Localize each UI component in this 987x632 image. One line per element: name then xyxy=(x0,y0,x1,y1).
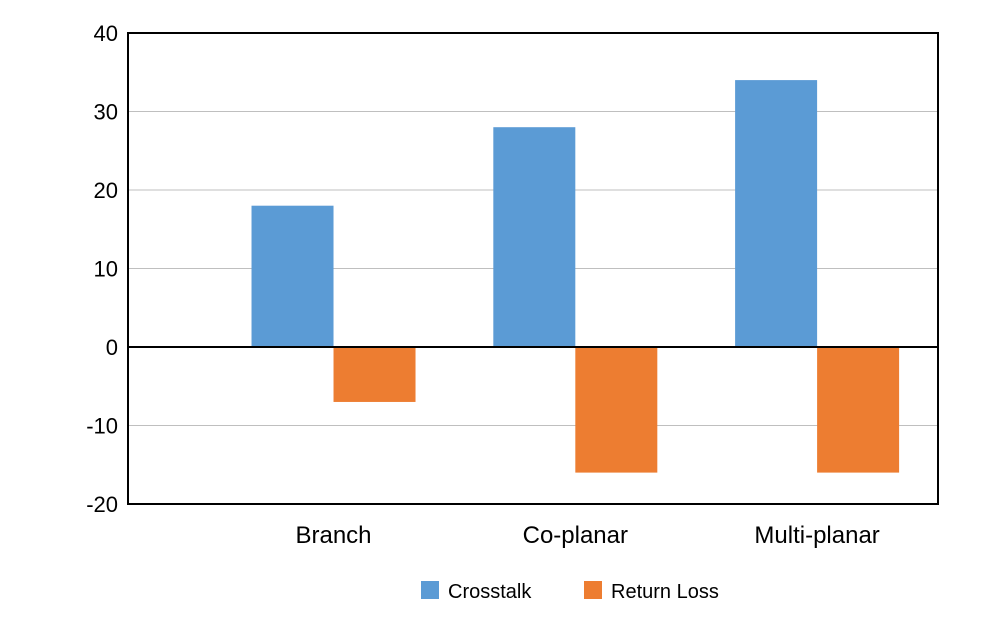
legend: Crosstalk Return Loss xyxy=(421,581,719,603)
x-category-label: Branch xyxy=(295,522,371,549)
legend-item-return-loss: Return Loss xyxy=(584,581,719,603)
bar-return-loss-branch xyxy=(333,347,416,402)
x-category-label: Co-planar xyxy=(523,522,628,549)
bar-return-loss-co-planar xyxy=(575,347,658,473)
y-tick-label: 30 xyxy=(94,100,118,125)
legend-item-crosstalk: Crosstalk xyxy=(421,581,532,603)
y-tick-label: -10 xyxy=(86,414,118,439)
x-category-label: Multi-planar xyxy=(754,522,879,549)
legend-label: Crosstalk xyxy=(448,581,532,603)
x-axis-category-labels: Branch Co-planar Multi-planar xyxy=(295,522,879,549)
plot-area-frame xyxy=(127,32,939,505)
legend-label: Return Loss xyxy=(611,581,719,603)
y-tick-label: -20 xyxy=(86,492,118,517)
y-axis-tick-labels: 40 30 20 10 0 -10 -20 xyxy=(86,21,118,517)
bar-crosstalk-multi-planar xyxy=(735,80,818,347)
legend-swatch xyxy=(584,581,602,599)
bars xyxy=(251,80,900,473)
y-tick-label: 40 xyxy=(94,21,118,46)
legend-swatch xyxy=(421,581,439,599)
y-tick-label: 20 xyxy=(94,178,118,203)
y-tick-label: 0 xyxy=(106,335,118,360)
bar-crosstalk-co-planar xyxy=(493,127,576,347)
bar-return-loss-multi-planar xyxy=(817,347,900,473)
bar-crosstalk-branch xyxy=(251,205,334,347)
y-tick-label: 10 xyxy=(94,257,118,282)
